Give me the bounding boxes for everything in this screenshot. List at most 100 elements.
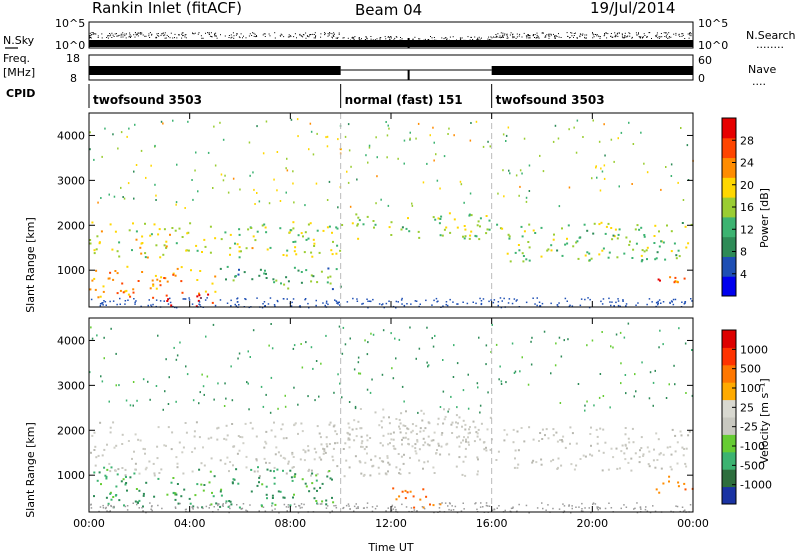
heatmap-cell <box>541 502 543 504</box>
heatmap-cell <box>622 299 624 301</box>
heatmap-cell <box>329 275 332 278</box>
heatmap-cell <box>691 394 694 397</box>
heatmap-cell <box>623 252 626 255</box>
heatmap-cell <box>284 394 286 397</box>
heatmap-cell <box>598 223 601 226</box>
heatmap-cell <box>564 446 567 449</box>
heatmap-cell <box>157 233 160 236</box>
heatmap-cell <box>377 466 380 469</box>
heatmap-cell <box>387 461 390 464</box>
heatmap-cell <box>182 472 185 475</box>
heatmap-cell <box>291 301 293 304</box>
heatmap-cell <box>638 456 641 458</box>
heatmap-cell <box>468 443 470 446</box>
heatmap-cell <box>93 277 96 280</box>
heatmap-cell <box>305 238 308 241</box>
heatmap-cell <box>131 457 133 460</box>
sky-dot <box>106 37 108 38</box>
heatmap-cell <box>678 327 680 330</box>
heatmap-cell <box>331 455 334 458</box>
heatmap-cell <box>197 190 199 193</box>
heatmap-cell <box>371 378 373 381</box>
heatmap-cell <box>94 445 97 448</box>
heatmap-cell <box>390 332 392 335</box>
heatmap-cell <box>591 339 594 342</box>
heatmap-cell <box>617 304 620 307</box>
heatmap-cell <box>156 457 159 460</box>
sky-dot <box>142 34 144 36</box>
heatmap-cell <box>613 235 616 238</box>
heatmap-cell <box>464 474 467 477</box>
sky-dot <box>305 37 307 39</box>
heatmap-cell <box>183 298 186 300</box>
sky-dot <box>101 37 103 39</box>
heatmap-cell <box>601 331 603 333</box>
heatmap-cell <box>632 143 635 145</box>
heatmap-cell <box>238 246 241 249</box>
colorbar-swatch <box>722 330 736 348</box>
sky-dot <box>659 36 661 38</box>
heatmap-cell <box>307 470 310 472</box>
sky-dot <box>527 34 528 36</box>
heatmap-cell <box>165 294 168 297</box>
heatmap-cell <box>394 506 396 508</box>
heatmap-cell <box>489 145 491 148</box>
heatmap-cell <box>400 299 403 301</box>
heatmap-cell <box>348 505 350 507</box>
heatmap-cell <box>468 237 471 240</box>
heatmap-cell <box>366 502 369 504</box>
heatmap-cell <box>353 510 355 512</box>
heatmap-cell <box>132 291 135 294</box>
heatmap-cell <box>646 246 649 249</box>
heatmap-cell <box>607 468 610 471</box>
heatmap-cell <box>511 507 514 509</box>
heatmap-cell <box>353 368 356 371</box>
sky-dot <box>116 35 118 37</box>
sky-dot <box>538 37 540 39</box>
heatmap-cell <box>525 200 528 203</box>
heatmap-cell <box>413 509 416 511</box>
heatmap-cell <box>177 502 180 505</box>
heatmap-cell <box>299 458 302 461</box>
heatmap-cell <box>99 303 102 305</box>
sky-dot <box>603 35 605 37</box>
heatmap-cell <box>124 483 127 486</box>
heatmap-cell <box>670 175 673 177</box>
heatmap-cell <box>676 505 679 508</box>
heatmap-cell <box>144 448 146 451</box>
heatmap-cell <box>426 361 428 364</box>
heatmap-cell <box>199 270 202 272</box>
heatmap-cell <box>326 199 329 201</box>
sky-dot <box>433 37 435 38</box>
heatmap-cell <box>121 467 124 469</box>
sky-dot <box>497 33 499 35</box>
heatmap-cell <box>198 402 200 405</box>
heatmap-cell <box>670 300 673 302</box>
heatmap-cell <box>497 304 499 307</box>
heatmap-cell <box>405 410 407 413</box>
sky-dot <box>472 39 474 41</box>
heatmap-cell <box>335 226 338 229</box>
heatmap-cell <box>593 404 595 407</box>
heatmap-cell <box>670 163 673 166</box>
heatmap-cell <box>112 300 115 302</box>
sky-dot <box>124 33 126 35</box>
heatmap-cell <box>435 452 438 454</box>
sky-dot <box>502 35 504 37</box>
heatmap-cell <box>462 235 464 238</box>
heatmap-cell <box>683 482 686 485</box>
x-tick-label: 00:00 <box>677 517 709 530</box>
heatmap-cell <box>329 282 332 285</box>
heatmap-cell <box>447 410 449 413</box>
heatmap-cell <box>398 495 401 498</box>
heatmap-cell <box>624 374 627 376</box>
sky-dot <box>495 35 497 37</box>
sky-dot <box>308 36 310 38</box>
heatmap-cell <box>118 255 121 258</box>
heatmap-cell <box>316 489 318 492</box>
heatmap-cell <box>167 298 170 301</box>
sky-dot <box>529 35 531 37</box>
heatmap-cell <box>297 403 299 406</box>
heatmap-cell <box>676 281 679 284</box>
